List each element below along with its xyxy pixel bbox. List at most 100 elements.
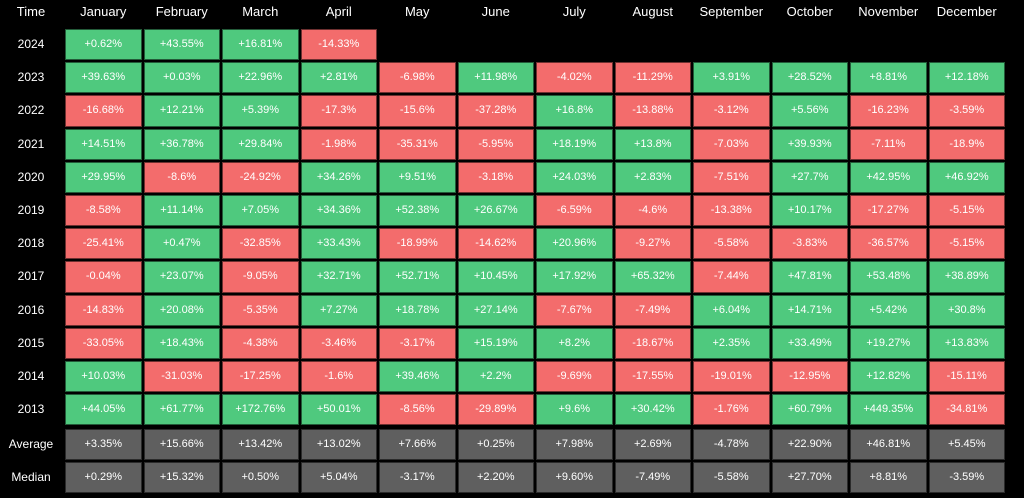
cell-2017-july: +17.92% [536, 261, 613, 293]
cell-2017-february: +23.07% [143, 261, 220, 293]
cell-median-may: -3.17% [379, 462, 456, 494]
cell-2014-july: -9.69% [536, 361, 613, 393]
cell-2023-july: -4.02% [536, 62, 613, 94]
row-label-median: Median [11, 470, 51, 485]
cell-average-may: +7.66% [379, 429, 456, 461]
cell-average-july: +7.98% [536, 429, 613, 461]
cell-2020-august: +2.83% [614, 161, 691, 193]
cell-2016-december: +30.8% [928, 294, 1005, 326]
cell-2018-january: -25.41% [65, 228, 142, 260]
cell-2017-january: -0.04% [65, 261, 142, 293]
cell-2014-september: -19.01% [693, 361, 770, 393]
cell-average-september: -4.78% [693, 429, 770, 461]
row-label-2020: 2020 [17, 169, 45, 184]
cell-average-november: +46.81% [850, 429, 927, 461]
cell-median-january: +0.29% [65, 462, 142, 494]
row-label-2016: 2016 [17, 302, 45, 317]
cell-2014-february: -31.03% [143, 361, 220, 393]
cell-2021-march: +29.84% [222, 128, 299, 160]
cell-2023-december: +12.18% [928, 62, 1005, 94]
cell-median-february: +15.32% [143, 462, 220, 494]
cell-2023-june: +11.98% [457, 62, 534, 94]
cell-2024-january: +0.62% [65, 29, 142, 61]
cell-2018-february: +0.47% [143, 228, 220, 260]
cell-2017-september: -7.44% [693, 261, 770, 293]
cell-2022-july: +16.8% [536, 95, 613, 127]
cell-median-december: -3.59% [928, 462, 1005, 494]
cell-2022-february: +12.21% [143, 95, 220, 127]
month-header-december: December [936, 4, 997, 19]
cell-2016-may: +18.78% [379, 294, 456, 326]
cell-2021-august: +13.8% [614, 128, 691, 160]
cell-average-march: +13.42% [222, 429, 299, 461]
cell-2014-august: -17.55% [614, 361, 691, 393]
cell-2022-september: -3.12% [693, 95, 770, 127]
row-label-2019: 2019 [17, 203, 45, 217]
row-label-2013: 2013 [17, 402, 45, 417]
month-header-march: March [242, 4, 279, 19]
cell-2017-april: +32.71% [300, 261, 377, 293]
cell-2022-june: -37.28% [457, 95, 534, 127]
cell-average-january: +3.35% [65, 429, 142, 461]
cell-2015-march: -4.38% [222, 327, 299, 359]
row-label-2015: 2015 [17, 335, 45, 350]
cell-2024-february: +43.55% [143, 29, 220, 61]
cell-2022-october: +5.56% [771, 95, 848, 127]
row-label-2014: 2014 [17, 369, 45, 383]
cell-2019-november: -17.27% [850, 195, 927, 227]
cell-2022-august: -13.88% [614, 95, 691, 127]
row-label-2023: 2023 [17, 70, 45, 85]
cell-2020-july: +24.03% [536, 161, 613, 193]
cell-2021-april: -1.98% [300, 128, 377, 160]
cell-2013-july: +9.6% [536, 394, 613, 426]
cell-median-september: -5.58% [693, 462, 770, 494]
cell-2015-february: +18.43% [143, 327, 220, 359]
cell-2021-november: -7.11% [850, 128, 927, 160]
cell-2016-june: +27.14% [457, 294, 534, 326]
cell-2023-october: +28.52% [771, 62, 848, 94]
cell-2018-november: -36.57% [850, 228, 927, 260]
cell-2021-september: -7.03% [693, 128, 770, 160]
cell-2018-october: -3.83% [771, 228, 848, 260]
cell-2015-may: -3.17% [379, 327, 456, 359]
cell-2013-november: +449.35% [850, 394, 927, 426]
cell-2015-december: +13.83% [928, 327, 1005, 359]
cell-2016-january: -14.83% [65, 294, 142, 326]
cell-2018-march: -32.85% [222, 228, 299, 260]
cell-2015-august: -18.67% [614, 327, 691, 359]
cell-2022-april: -17.3% [300, 95, 377, 127]
cell-2021-february: +36.78% [143, 128, 220, 160]
cell-2017-august: +65.32% [614, 261, 691, 293]
cell-2016-november: +5.42% [850, 294, 927, 326]
cell-2020-april: +34.26% [300, 161, 377, 193]
cell-2013-february: +61.77% [143, 394, 220, 426]
cell-2019-october: +10.17% [771, 195, 848, 227]
cell-median-november: +8.81% [850, 462, 927, 494]
cell-2014-april: -1.6% [300, 361, 377, 393]
cell-average-october: +22.90% [771, 429, 848, 461]
month-header-july: July [562, 4, 586, 19]
cell-2023-may: -6.98% [379, 62, 456, 94]
cell-2023-april: +2.81% [300, 62, 377, 94]
cell-2022-march: +5.39% [222, 95, 299, 127]
cell-2023-september: +3.91% [693, 62, 770, 94]
row-label-2021: 2021 [17, 136, 45, 151]
cell-2024-april: -14.33% [300, 29, 377, 61]
cell-2015-november: +19.27% [850, 327, 927, 359]
cell-2014-november: +12.82% [850, 361, 927, 393]
cell-average-august: +2.69% [614, 429, 691, 461]
cell-2017-june: +10.45% [457, 261, 534, 293]
month-header-november: November [858, 4, 919, 19]
cell-2015-june: +15.19% [457, 327, 534, 359]
cell-2023-january: +39.63% [65, 62, 142, 94]
month-header-february: February [155, 4, 208, 19]
cell-2019-march: +7.05% [222, 195, 299, 227]
cell-2022-may: -15.6% [379, 95, 456, 127]
cell-2019-july: -6.59% [536, 195, 613, 227]
cell-2018-june: -14.62% [457, 228, 534, 260]
cell-2021-october: +39.93% [771, 128, 848, 160]
cell-2020-march: -24.92% [222, 161, 299, 193]
cell-2024-march: +16.81% [222, 29, 299, 61]
cell-2020-september: -7.51% [693, 161, 770, 193]
cell-2018-august: -9.27% [614, 228, 691, 260]
